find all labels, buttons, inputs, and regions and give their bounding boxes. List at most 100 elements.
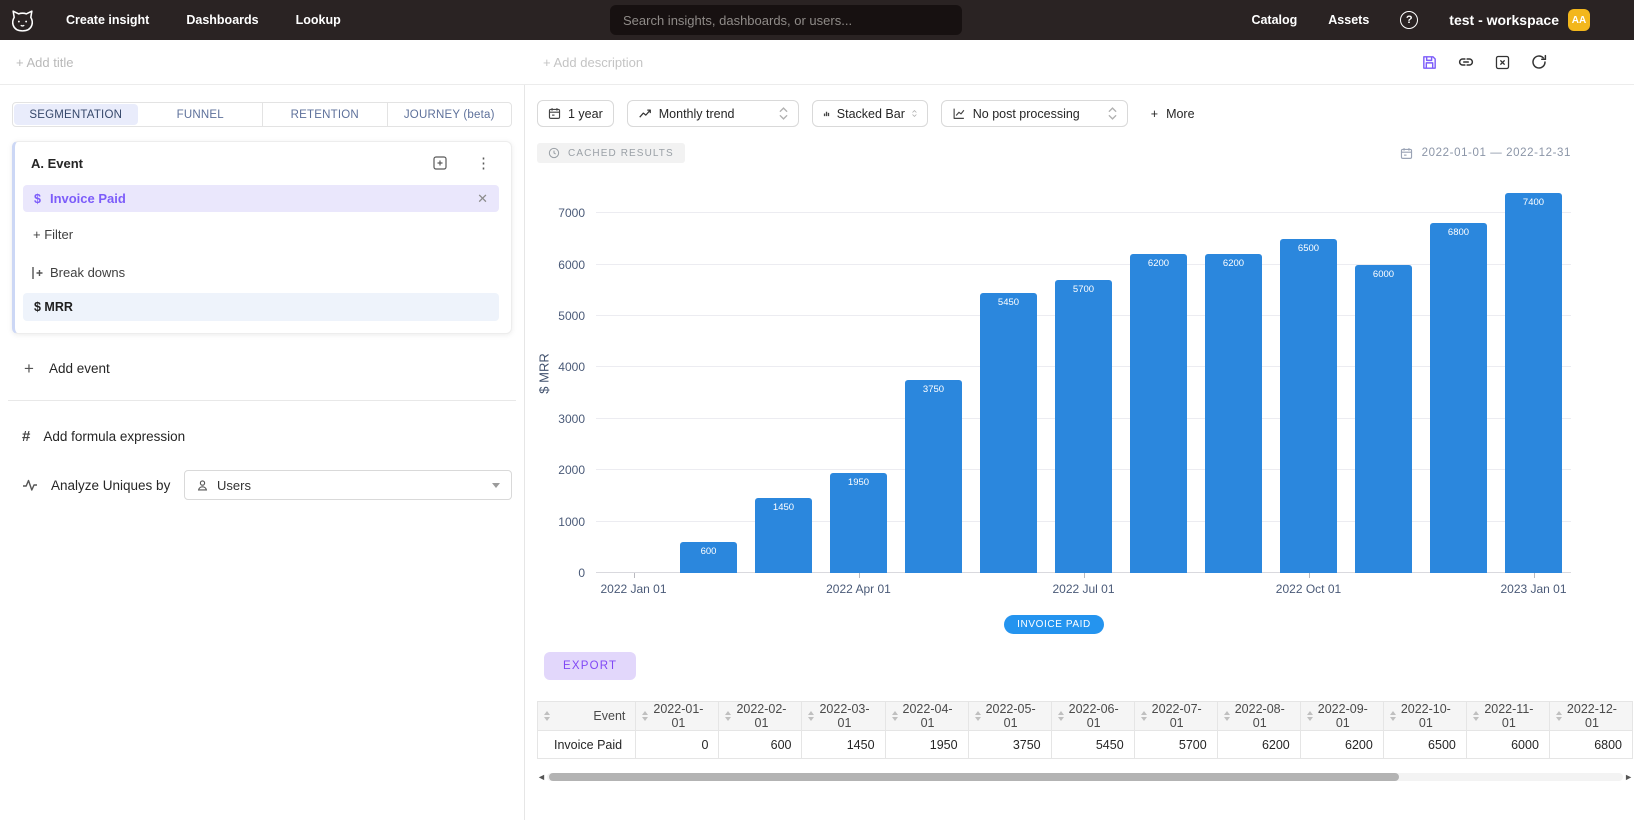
column-header-2022-09-01[interactable]: 2022-09-01 [1299,701,1384,731]
y-tick-label: 2000 [558,463,585,478]
bar-chart: $ MRR 0 1000 2000 3000 4000 5000 6000 7000 600 14… [536,173,1634,601]
close-insight-icon[interactable] [1494,54,1511,71]
bar-2022-06-01[interactable]: 5450 [980,292,1037,573]
scroll-right-icon[interactable]: ► [1624,772,1633,782]
more-options-button[interactable]: + More [1150,106,1195,121]
column-header-2022-10-01[interactable]: 2022-10-01 [1382,701,1467,731]
legend-item-invoice-paid[interactable]: INVOICE PAID [1004,615,1104,634]
export-button[interactable]: EXPORT [544,652,637,680]
up-down-stepper-icon [912,110,917,117]
add-description-field[interactable]: + Add description [543,55,644,70]
menu-create-insight[interactable]: Create insight [66,13,150,27]
column-label: 2022-02-01 [736,702,787,730]
event-card-title: A. Event [31,155,84,171]
sort-icon[interactable] [1140,711,1147,721]
add-title-field[interactable]: + Add title [16,55,74,70]
results-table-wrap: Event 2022-01-01 2022-02-01 2022-03-01 2022-… [537,701,1633,759]
search-input[interactable] [610,5,962,35]
bar-2022-08-01[interactable]: 6200 [1130,254,1187,573]
column-label: 2022-09-01 [1317,702,1368,730]
workspace-name: test - workspace [1449,12,1559,28]
bar-2022-10-01[interactable]: 6500 [1280,238,1337,573]
column-label: 2022-03-01 [819,702,870,730]
column-header-2022-01-01[interactable]: 2022-01-01 [635,701,720,731]
bar-2022-04-01[interactable]: 1950 [830,472,887,573]
up-down-stepper-icon [1108,107,1117,120]
bar-value-label: 6200 [1222,258,1245,270]
tab-retention[interactable]: RETENTION [263,103,388,126]
bar-value-label: 7400 [1522,196,1545,208]
tab-journey[interactable]: JOURNEY (beta) [387,103,511,126]
column-header-2022-12-01[interactable]: 2022-12-01 [1548,701,1633,731]
selected-event-row[interactable]: $ Invoice Paid ✕ [23,185,499,212]
save-icon[interactable] [1421,54,1438,71]
plus-icon: + [24,359,34,378]
workspace-switcher[interactable]: test - workspace AA [1449,9,1590,31]
column-header-2022-04-01[interactable]: 2022-04-01 [884,701,969,731]
top-navigation: Create insight Dashboards Lookup Catalog… [0,0,1634,40]
column-header-2022-11-01[interactable]: 2022-11-01 [1465,701,1550,731]
bar-2023-01-01[interactable]: 7400 [1505,192,1562,573]
menu-catalog[interactable]: Catalog [1251,13,1298,27]
menu-assets[interactable]: Assets [1328,13,1370,27]
sort-icon[interactable] [974,711,981,721]
tab-segmentation[interactable]: SEGMENTATION [14,104,138,125]
post-processing-select[interactable]: No post processing [940,100,1128,127]
bar-2022-03-01[interactable]: 1450 [755,498,812,573]
app-logo-cat-icon[interactable] [9,8,36,33]
column-header-2022-02-01[interactable]: 2022-02-01 [718,701,803,731]
x-slot [896,573,971,601]
sort-icon[interactable] [1555,711,1562,721]
refresh-icon[interactable] [1530,53,1548,71]
sort-icon[interactable] [642,711,649,721]
menu-lookup[interactable]: Lookup [295,13,341,27]
column-header-2022-03-01[interactable]: 2022-03-01 [801,701,886,731]
column-header-2022-06-01[interactable]: 2022-06-01 [1050,701,1135,731]
bar-2022-07-01[interactable]: 5700 [1055,279,1112,573]
add-formula-button[interactable]: # Add formula expression [22,428,186,445]
tab-funnel[interactable]: FUNNEL [138,103,263,126]
sort-icon[interactable] [544,711,550,721]
event-card-menu-icon[interactable]: ⋮ [476,155,491,172]
x-tick-label: 2022 Oct 01 [1275,582,1342,596]
sort-icon[interactable] [1472,711,1479,721]
column-header-2022-08-01[interactable]: 2022-08-01 [1216,701,1301,731]
scrollbar-thumb[interactable] [549,773,1399,781]
time-range-button[interactable]: 1 year [537,100,614,127]
bar-2022-02-01[interactable]: 600 [680,542,737,573]
menu-dashboards[interactable]: Dashboards [186,13,259,27]
aggregation-row[interactable]: $ MRR [23,293,499,321]
column-label: 2022-05-01 [985,702,1036,730]
add-filter-button[interactable]: + Filter [33,227,74,242]
segmentation-panel: SEGMENTATION FUNNEL RETENTION JOURNEY (b… [0,85,525,820]
bar-value-label: 6000 [1372,268,1395,280]
caret-down-icon [492,482,500,488]
bar-2022-05-01[interactable]: 3750 [905,380,962,573]
bar-slot: 6200 [1121,173,1196,573]
bar-2022-12-01[interactable]: 6800 [1430,223,1487,573]
trend-select[interactable]: Monthly trend [626,100,799,127]
sort-icon[interactable] [808,711,815,721]
sort-icon[interactable] [1306,711,1313,721]
sort-icon[interactable] [725,711,732,721]
analyze-uniques-select[interactable]: Users [184,470,512,500]
bar-2022-09-01[interactable]: 6200 [1205,254,1262,573]
sort-icon[interactable] [891,711,898,721]
duplicate-event-icon[interactable] [432,155,448,171]
sort-icon[interactable] [1389,711,1396,721]
breakdowns-button[interactable]: Break downs [31,265,499,280]
add-event-button[interactable]: + Add event [24,359,110,378]
copy-link-icon[interactable] [1457,53,1475,71]
column-header-2022-05-01[interactable]: 2022-05-01 [967,701,1052,731]
remove-event-icon[interactable]: ✕ [477,191,488,206]
column-header-event[interactable]: Event [537,701,637,731]
sort-icon[interactable] [1223,711,1230,721]
chart-type-select[interactable]: Stacked Bar [811,100,928,127]
scroll-left-icon[interactable]: ◄ [537,772,546,782]
bar-2022-11-01[interactable]: 6000 [1355,264,1412,573]
bar-slot: 6500 [1271,173,1346,573]
avatar[interactable]: AA [1568,9,1590,31]
sort-icon[interactable] [1057,711,1064,721]
column-header-2022-07-01[interactable]: 2022-07-01 [1133,701,1218,731]
help-icon[interactable]: ? [1400,11,1419,29]
